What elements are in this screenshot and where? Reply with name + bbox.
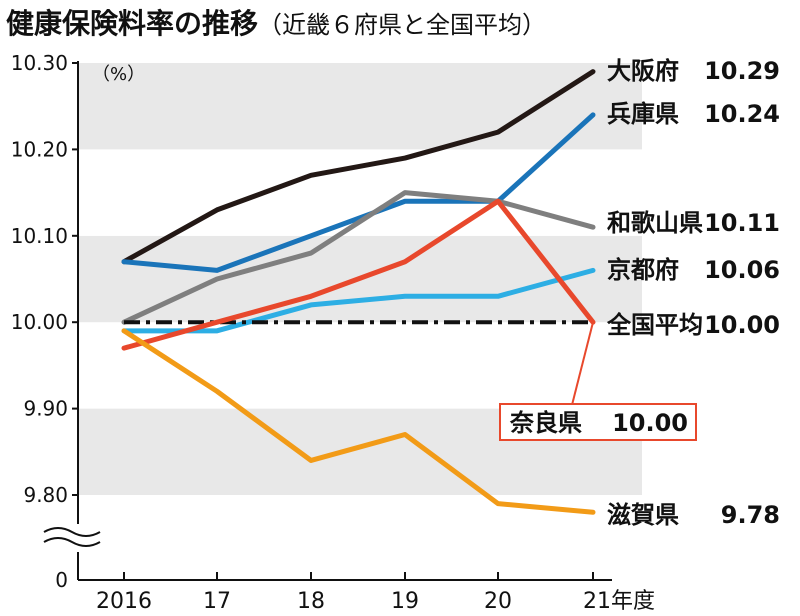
y-tick-label: 10.20	[11, 137, 68, 161]
series-name-label: 滋賀県	[607, 501, 679, 529]
series-lines	[121, 69, 596, 515]
x-tick-label: 17	[203, 589, 231, 614]
y-tick-label: 9.80	[23, 483, 68, 507]
series-value-label: 10.11	[704, 209, 780, 237]
series-label-京都府: 京都府 10.06	[607, 256, 780, 284]
y-tick-label: 9.90	[23, 397, 68, 421]
y-tick-label: 10.30	[11, 51, 68, 75]
series-line-京都府	[121, 267, 596, 334]
y-axis-ticks: 9.80 9.90 10.00 10.10 10.20 10.30 0 （%）	[11, 51, 145, 592]
series-value-label: 10.00	[704, 311, 780, 339]
x-axis-ticks: 2016 17 18 19 20 21年度	[96, 572, 655, 614]
x-tick-label: 18	[297, 589, 325, 614]
axis-break-icon	[43, 527, 101, 547]
series-line-大阪府	[121, 69, 596, 265]
series-label-兵庫県: 兵庫県 10.24	[607, 100, 780, 128]
y-tick-label: 10.10	[11, 224, 68, 248]
y-axis-zero-label: 0	[55, 568, 68, 592]
x-tick-label: 2016	[96, 589, 152, 614]
series-value-label: 10.00	[612, 409, 688, 437]
series-label-奈良県: 奈良県 10.00	[499, 321, 697, 441]
series-name-label: 和歌山県	[607, 209, 703, 237]
series-line-和歌山県	[121, 190, 596, 325]
series-label-全国平均: 全国平均 10.00	[606, 311, 780, 339]
x-tick-label: 20	[484, 589, 512, 614]
series-label-大阪府: 大阪府 10.29	[607, 57, 780, 85]
series-label-滋賀県: 滋賀県 9.78	[607, 501, 780, 529]
unit-label: （%）	[92, 64, 145, 85]
x-tick-label: 19	[391, 589, 419, 614]
series-value-label: 10.06	[704, 256, 780, 284]
series-name-label: 奈良県	[509, 409, 582, 437]
chart-title: 健康保険料率の推移（近畿６府県と全国平均）	[6, 2, 546, 42]
series-line-滋賀県	[121, 328, 596, 515]
series-line-奈良県	[121, 198, 596, 351]
grid-band	[78, 63, 642, 150]
callout-leader	[571, 321, 594, 406]
series-label-和歌山県: 和歌山県 10.11	[607, 209, 780, 237]
series-name-label: 全国平均	[606, 311, 703, 339]
series-name-label: 大阪府	[607, 57, 679, 85]
chart-title-main: 健康保険料率の推移	[6, 7, 259, 40]
series-value-label: 10.24	[704, 100, 780, 128]
x-tick-label: 21年度	[583, 589, 655, 614]
series-name-label: 京都府	[607, 256, 679, 284]
y-tick-label: 10.00	[11, 310, 68, 334]
series-name-label: 兵庫県	[607, 100, 679, 128]
callout-box	[499, 403, 697, 441]
chart-title-sub: （近畿６府県と全国平均）	[258, 11, 547, 39]
series-value-label: 10.29	[704, 57, 780, 85]
series-line-兵庫県	[121, 112, 596, 273]
axes	[43, 61, 612, 581]
series-value-label: 9.78	[721, 501, 780, 529]
